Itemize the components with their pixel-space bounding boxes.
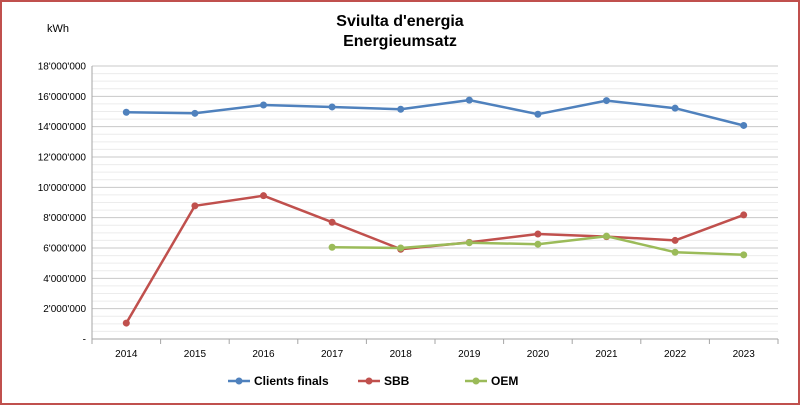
data-point	[397, 244, 405, 252]
axes: - 2'000'000 4'000'000 6'000'000 8'000'000 10'…	[38, 62, 779, 360]
x-tick-label: 2016	[252, 349, 275, 360]
series-1	[122, 192, 748, 327]
data-point	[534, 110, 542, 118]
legend-label: OEM	[491, 374, 518, 388]
x-tick-label: 2020	[527, 349, 550, 360]
x-tick-label: 2022	[664, 349, 687, 360]
legend: Clients finals SBB OEM	[228, 374, 518, 388]
y-tick-label: 8'000'000	[43, 213, 86, 224]
x-tick-label: 2017	[321, 349, 344, 360]
x-tick-label: 2014	[115, 349, 138, 360]
chart-title: Sviulta d'energia	[336, 13, 464, 30]
y-tick-label: 14'000'000	[38, 122, 87, 133]
y-tick-label: 6'000'000	[43, 244, 86, 255]
data-point	[260, 101, 267, 109]
y-tick-label: 16'000'000	[38, 92, 87, 103]
legend-label: SBB	[384, 374, 410, 388]
data-point	[122, 319, 130, 327]
data-point	[671, 236, 679, 244]
series-lines	[122, 96, 748, 327]
x-tick-label: 2018	[390, 349, 413, 360]
y-tick-label: 18'000'000	[38, 62, 87, 73]
data-point	[740, 251, 748, 259]
legend-item: Clients finals	[228, 374, 329, 388]
x-tick-label: 2023	[733, 349, 756, 360]
y-tick-label: 12'000'000	[38, 153, 87, 164]
y-tick-label: -	[83, 335, 86, 346]
data-point	[260, 192, 267, 200]
series-0	[122, 96, 748, 129]
x-tick-label: 2015	[184, 349, 207, 360]
y-tick-label: 2'000'000	[43, 304, 86, 315]
data-point	[328, 243, 336, 251]
chart-subtitle: Energieumsatz	[343, 33, 457, 50]
data-point	[328, 103, 336, 111]
legend-label: Clients finals	[254, 374, 329, 388]
y-axis-unit-label: kWh	[47, 23, 69, 35]
data-point	[397, 105, 405, 113]
data-point	[465, 96, 473, 104]
legend-item: OEM	[465, 374, 518, 388]
series-line	[125, 194, 745, 324]
legend-swatch-marker	[235, 377, 243, 385]
data-point	[671, 104, 679, 112]
data-point	[603, 97, 610, 105]
data-point	[122, 108, 130, 116]
y-tick-label: 10'000'000	[38, 183, 87, 194]
grid-lines	[92, 65, 778, 332]
data-point	[534, 240, 542, 248]
data-point	[328, 218, 336, 226]
data-point	[740, 211, 748, 219]
data-point	[740, 121, 748, 129]
legend-item: SBB	[358, 374, 410, 388]
x-tick-label: 2019	[458, 349, 481, 360]
data-point	[534, 230, 542, 238]
legend-swatch-marker	[472, 377, 480, 385]
data-point	[191, 202, 199, 210]
data-point	[191, 109, 199, 117]
data-point	[671, 248, 679, 256]
series-2	[328, 232, 748, 259]
series-line	[126, 98, 745, 127]
x-tick-label: 2021	[595, 349, 618, 360]
data-point	[603, 232, 610, 240]
legend-swatch-marker	[365, 377, 373, 385]
data-point	[465, 239, 473, 247]
y-tick-label: 4'000'000	[43, 274, 86, 285]
